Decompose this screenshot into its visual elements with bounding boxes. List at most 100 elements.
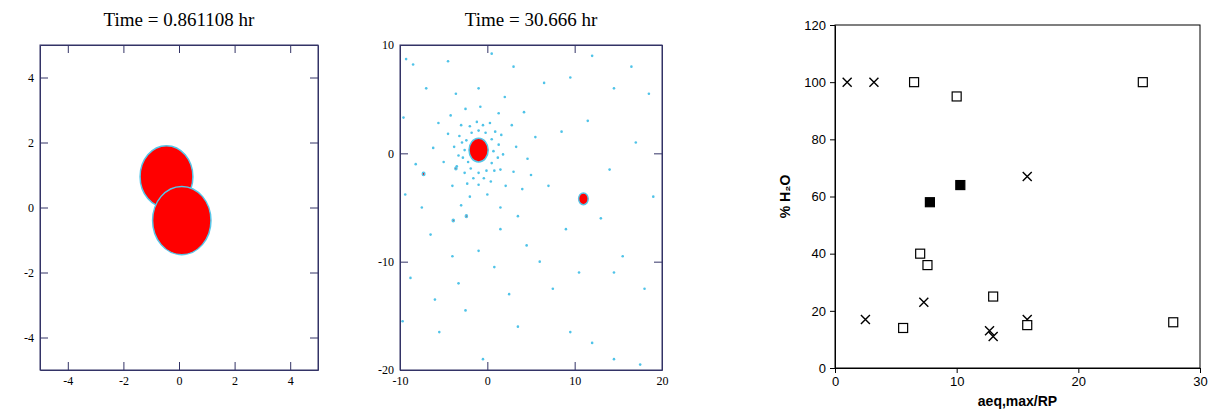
particle [493, 266, 496, 269]
panel-title: Time = 0.861108 hr [104, 9, 255, 30]
particle [492, 150, 495, 153]
tick: 20 [812, 303, 835, 318]
tick [400, 45, 401, 53]
panel-title: Time = 30.666 hr [465, 9, 598, 30]
particle [462, 156, 465, 159]
tick-mark [575, 45, 576, 53]
x-axis: 0102030 [832, 368, 1208, 389]
body [465, 215, 467, 218]
particle [401, 320, 404, 323]
tick-label: 0 [832, 374, 839, 389]
plot-frame [40, 45, 318, 370]
particle [499, 168, 502, 171]
filled-square-marker [925, 198, 934, 207]
particle [526, 157, 529, 160]
tick-mark [575, 362, 576, 370]
tick-mark [123, 362, 124, 370]
tick: 80 [812, 132, 835, 147]
particle [455, 92, 458, 95]
tick-label: 40 [812, 246, 826, 261]
plot-area [843, 78, 1178, 341]
tick-label: 10 [950, 374, 964, 389]
particle [460, 204, 463, 207]
plot-area [401, 52, 654, 366]
filled-square-marker [956, 181, 965, 190]
tick [654, 153, 662, 154]
particle [449, 114, 452, 117]
tick-mark [957, 368, 958, 373]
tick-label: 80 [812, 132, 826, 147]
tick-mark [835, 368, 836, 373]
axis-line [401, 370, 663, 371]
tick: 60 [812, 189, 835, 204]
tick-label: 4 [288, 374, 294, 388]
y-axis: -4-2024 [24, 46, 48, 371]
particle [521, 188, 524, 191]
tick-mark [68, 362, 69, 370]
cross-marker [869, 78, 878, 87]
tick-mark [68, 45, 69, 53]
particle [483, 177, 486, 180]
series [925, 181, 964, 207]
axis-line [400, 46, 401, 371]
particle [463, 149, 466, 152]
particle [437, 122, 440, 125]
tick-mark [830, 25, 835, 26]
open-square-marker [952, 92, 961, 101]
series [899, 78, 1178, 333]
particle [560, 130, 563, 133]
tick [654, 370, 662, 371]
particle [591, 55, 594, 58]
x-axis: -1001020 [393, 362, 669, 388]
tick: 2 [232, 362, 238, 388]
particle [613, 358, 616, 361]
particle [463, 172, 466, 175]
plot-area [140, 146, 211, 255]
tick-label: -2 [119, 374, 129, 388]
tick [310, 338, 318, 339]
axis-line [662, 46, 663, 371]
tick [575, 45, 576, 53]
tick-label: -20 [378, 363, 394, 377]
axis-line [41, 370, 319, 371]
tick: 4 [28, 71, 48, 85]
panel: -1001020-20-10010Time = 30.666 hr [378, 9, 669, 388]
particle [600, 217, 603, 220]
tick: 40 [812, 246, 835, 261]
y-axis-right [310, 46, 319, 371]
tick: 0 [485, 362, 491, 388]
tick [654, 45, 662, 46]
particle [425, 87, 428, 90]
particle [482, 358, 485, 361]
plot-frame [835, 25, 1200, 368]
particle [414, 163, 417, 166]
tick-label: 0 [388, 147, 394, 161]
particle [409, 277, 412, 280]
series [401, 52, 654, 366]
tick [487, 45, 488, 53]
particle [510, 124, 513, 127]
tick: 2 [28, 136, 48, 150]
tick-label: 0 [819, 361, 826, 376]
tick-mark [830, 254, 835, 255]
tick [654, 262, 662, 263]
tick-mark [235, 362, 236, 370]
particle [517, 215, 520, 218]
particle [451, 185, 454, 188]
particle [608, 168, 611, 171]
cross-marker [989, 332, 998, 341]
tick: 0 [177, 362, 183, 388]
tick-label: 20 [812, 303, 826, 318]
tick-label: 20 [657, 374, 669, 388]
tick-label: 10 [569, 374, 581, 388]
particle [476, 121, 479, 124]
body [452, 219, 454, 222]
cross-marker [843, 78, 852, 87]
axis-line [836, 368, 1201, 369]
particle [438, 331, 441, 334]
open-square-marker [1138, 78, 1147, 87]
tick-mark [400, 45, 401, 53]
x-axis-title: aeq,max/RP [978, 393, 1057, 409]
tick-label: 0 [28, 201, 34, 215]
particle [460, 124, 463, 127]
